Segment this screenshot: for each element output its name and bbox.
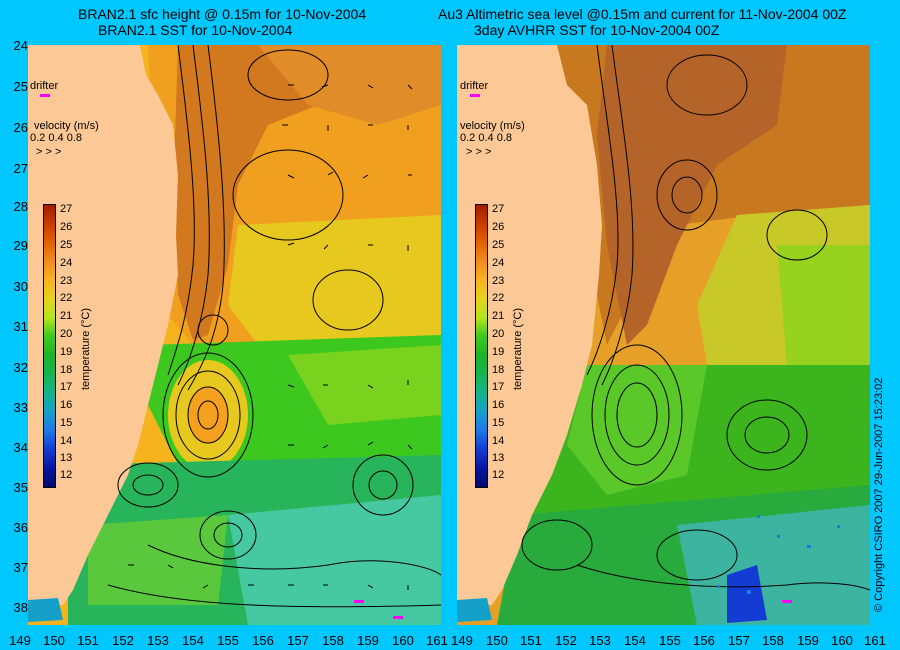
colorbar-title: temperature (°C): [80, 307, 92, 390]
x-label: 161: [864, 633, 886, 648]
cb-label: 26: [60, 221, 73, 233]
y-label: 35: [13, 480, 28, 495]
x-label: 152: [112, 633, 134, 648]
cb-label: 27: [60, 203, 73, 215]
x-label: 156: [252, 633, 274, 648]
y-label: 34: [13, 440, 28, 455]
right-title-line2: 3day AVHRR SST for 10-Nov-2004 00Z: [474, 22, 720, 38]
y-label: 24: [13, 38, 28, 53]
right-title-line1: Au3 Altimetric sea level @0.15m and curr…: [438, 6, 847, 22]
cb-label: 13: [492, 452, 505, 464]
x-label: 150: [43, 633, 65, 648]
y-label: 26: [13, 120, 28, 135]
cb-label: 21: [60, 310, 73, 322]
cb-label: 15: [492, 417, 505, 429]
cb-label: 14: [60, 435, 73, 447]
cb-label: 14: [492, 435, 505, 447]
x-label: 158: [762, 633, 784, 648]
x-label: 152: [555, 633, 577, 648]
left-title-line2: BRAN2.1 SST for 10-Nov-2004: [98, 22, 293, 38]
copyright-text: © Copyright CSIRO 2007 29-Jun-2007 15:23…: [873, 377, 885, 612]
x-label: 159: [357, 633, 379, 648]
drifter-track: [393, 616, 403, 619]
cb-label: 20: [492, 328, 505, 340]
x-label: 157: [728, 633, 750, 648]
y-label: 30: [13, 279, 28, 294]
cb-label: 19: [492, 346, 505, 358]
x-label: 153: [147, 633, 169, 648]
y-label: 29: [13, 238, 28, 253]
drifter-track: [782, 600, 792, 603]
velocity-scale: 0.2 0.4 0.8: [30, 132, 82, 144]
cb-label: 26: [492, 221, 505, 233]
drifter-label: drifter: [460, 80, 489, 92]
cb-label: 12: [60, 469, 73, 481]
velocity-arrows: > > >: [466, 146, 492, 158]
x-label: 151: [77, 633, 99, 648]
y-label: 36: [13, 520, 28, 535]
right-sst-map: [457, 45, 870, 625]
y-label: 37: [13, 560, 28, 575]
x-label: 155: [217, 633, 239, 648]
cb-label: 20: [60, 328, 73, 340]
y-label: 31: [13, 319, 28, 334]
x-label: 156: [693, 633, 715, 648]
x-label: 150: [486, 633, 508, 648]
x-label: 149: [9, 633, 31, 648]
cb-label: 19: [60, 346, 73, 358]
cb-label: 13: [60, 452, 73, 464]
left-sst-map: [28, 45, 441, 625]
drifter-track: [354, 600, 364, 603]
x-label: 153: [589, 633, 611, 648]
y-label: 25: [13, 79, 28, 94]
drifter-marker: [470, 94, 480, 97]
x-label: 160: [392, 633, 414, 648]
cb-label: 18: [492, 364, 505, 376]
cb-label: 22: [60, 292, 73, 304]
colorbar: [475, 204, 488, 488]
x-label: 154: [182, 633, 204, 648]
colorbar: [43, 204, 56, 488]
x-label: 160: [831, 633, 853, 648]
x-label: 149: [451, 633, 473, 648]
cb-label: 17: [492, 381, 505, 393]
x-label: 151: [520, 633, 542, 648]
cb-label: 16: [492, 399, 505, 411]
x-label: 154: [624, 633, 646, 648]
x-label: 157: [287, 633, 309, 648]
y-label: 38: [13, 600, 28, 615]
left-map-panel: [28, 45, 441, 625]
velocity-scale: 0.2 0.4 0.8: [460, 132, 512, 144]
right-map-panel: [457, 45, 870, 625]
cb-label: 15: [60, 417, 73, 429]
x-label: 155: [659, 633, 681, 648]
x-label: 159: [797, 633, 819, 648]
cb-label: 22: [492, 292, 505, 304]
y-label: 32: [13, 360, 28, 375]
left-title-line1: BRAN2.1 sfc height @ 0.15m for 10-Nov-20…: [78, 6, 367, 22]
drifter-marker: [40, 94, 50, 97]
drifter-label: drifter: [30, 80, 59, 92]
cb-label: 27: [492, 203, 505, 215]
colorbar-title: temperature (°C): [512, 307, 524, 390]
cb-label: 25: [492, 239, 505, 251]
x-label: 161: [426, 633, 448, 648]
cb-label: 25: [60, 239, 73, 251]
cb-label: 23: [492, 275, 505, 287]
velocity-title: velocity (m/s): [460, 120, 525, 132]
cb-label: 23: [60, 275, 73, 287]
velocity-title: velocity (m/s): [34, 120, 99, 132]
cb-label: 21: [492, 310, 505, 322]
y-label: 33: [13, 400, 28, 415]
y-label: 27: [13, 161, 28, 176]
cb-label: 24: [492, 257, 505, 269]
cb-label: 17: [60, 381, 73, 393]
velocity-arrows: > > >: [36, 146, 62, 158]
x-label: 158: [322, 633, 344, 648]
cb-label: 12: [492, 469, 505, 481]
cb-label: 24: [60, 257, 73, 269]
cb-label: 16: [60, 399, 73, 411]
cb-label: 18: [60, 364, 73, 376]
y-label: 28: [13, 199, 28, 214]
